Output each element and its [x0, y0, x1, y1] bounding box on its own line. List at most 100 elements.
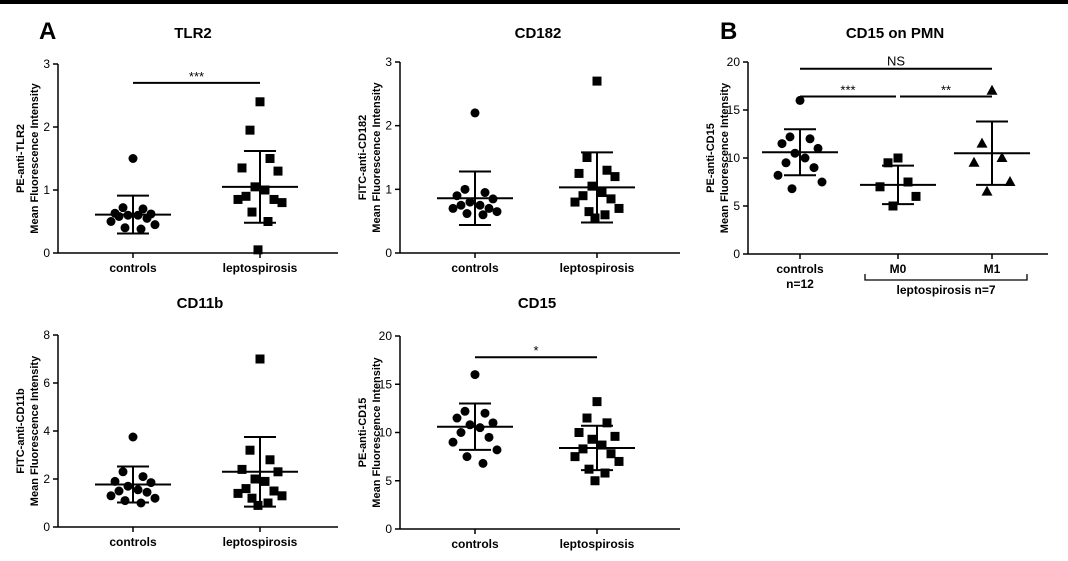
data-point	[456, 200, 466, 210]
x-category-label: M0	[890, 262, 907, 276]
data-point	[118, 203, 128, 213]
x-category-label: controls	[109, 261, 157, 275]
data-point	[592, 397, 602, 407]
y-tick-label: 0	[43, 520, 50, 534]
data-point	[465, 420, 475, 430]
y-axis-label-line1: PE-anti-CD15	[705, 123, 717, 193]
y-tick-label: 0	[385, 246, 392, 260]
data-point	[590, 213, 600, 223]
x-category-label: controls	[451, 261, 499, 275]
y-tick-label: 10	[379, 426, 393, 440]
data-point	[606, 194, 616, 204]
y-tick-label: 20	[727, 55, 741, 69]
data-point	[260, 185, 270, 195]
y-axis-label-line1: FITC-anti-CD11b	[15, 388, 27, 474]
data-point	[120, 223, 130, 233]
data-point	[592, 76, 602, 86]
data-point	[237, 464, 247, 474]
data-point	[269, 194, 279, 204]
data-point	[460, 406, 470, 416]
data-point	[470, 108, 480, 118]
data-point	[142, 213, 152, 223]
x-category-label: controls	[109, 535, 157, 549]
data-point	[462, 452, 472, 462]
data-point	[600, 210, 610, 220]
data-point	[484, 432, 494, 442]
data-point	[574, 428, 584, 437]
data-point	[255, 97, 265, 107]
data-point	[582, 413, 592, 423]
data-point	[241, 191, 251, 201]
y-tick-label: 15	[727, 103, 741, 117]
y-axis-label-line2: Mean Fluorescence Intensity	[29, 355, 41, 506]
data-point	[570, 452, 580, 462]
data-point	[574, 168, 584, 178]
data-point	[602, 418, 612, 428]
y-tick-label: 2	[385, 119, 392, 133]
data-point	[114, 486, 124, 496]
data-point	[456, 428, 466, 437]
y-tick-label: 20	[379, 329, 393, 343]
data-point	[138, 472, 148, 482]
data-point	[492, 207, 502, 217]
data-point	[465, 197, 475, 207]
y-tick-label: 6	[43, 376, 50, 390]
data-point	[785, 132, 795, 142]
chart-title: CD15 on PMN	[846, 25, 944, 42]
panel-letter-b: B	[720, 18, 738, 45]
data-point	[277, 198, 287, 208]
data-point	[150, 493, 160, 503]
significance-label: ***	[189, 69, 204, 84]
data-point	[245, 125, 255, 135]
data-point	[597, 188, 607, 198]
chart-cd11b: CD11b FITC-anti-CD11b Mean Fluorescence In…	[15, 295, 338, 549]
data-point	[245, 445, 255, 455]
y-axis-label-line2: Mean Fluorescence Intensity	[29, 82, 41, 233]
data-point	[114, 211, 124, 221]
data-point	[233, 488, 243, 498]
y-tick-label: 3	[43, 57, 50, 71]
y-axis-label-line2: Mean Fluorescence Intensity	[719, 82, 731, 233]
y-tick-label: 0	[733, 247, 740, 261]
data-point	[133, 485, 143, 495]
panel-letter-a: A	[39, 18, 57, 45]
group-caption: leptospirosis n=7	[896, 283, 995, 297]
data-point	[800, 153, 810, 163]
x-category-label: controls	[451, 537, 499, 551]
significance-label: NS	[887, 54, 905, 69]
y-tick-label: 8	[43, 328, 50, 342]
data-point	[118, 467, 128, 477]
data-point	[484, 203, 494, 213]
data-point	[600, 468, 610, 478]
y-tick-label: 15	[379, 377, 393, 391]
data-point	[265, 154, 275, 163]
data-point	[255, 354, 265, 364]
data-point	[120, 496, 130, 506]
y-tick-label: 1	[385, 182, 392, 196]
top-border	[0, 0, 1068, 4]
data-point	[142, 487, 152, 497]
data-point	[462, 209, 472, 219]
data-point	[265, 455, 275, 465]
data-point	[106, 217, 116, 226]
data-point	[570, 197, 580, 207]
x-category-sublabel: n=12	[786, 277, 814, 291]
data-point	[150, 220, 160, 230]
data-point	[787, 184, 797, 194]
data-point	[146, 478, 156, 488]
data-point	[590, 476, 600, 486]
data-point	[123, 481, 133, 491]
y-tick-label: 5	[385, 474, 392, 488]
data-point	[795, 95, 805, 105]
chart-tlr2: TLR2 PE-anti-TLR2 Mean Fluorescence Intens…	[15, 25, 338, 275]
data-point	[269, 486, 279, 496]
data-point	[448, 437, 458, 447]
data-point	[460, 184, 470, 194]
data-point	[480, 408, 490, 418]
data-point	[903, 177, 913, 187]
y-axis-label-line1: PE-anti-TLR2	[15, 124, 27, 193]
data-point	[247, 207, 257, 217]
y-axis-label-line2: Mean Fluorescence Intensity	[371, 356, 383, 507]
data-point	[602, 165, 612, 175]
